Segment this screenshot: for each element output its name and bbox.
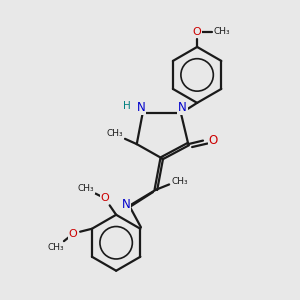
Text: N: N bbox=[122, 198, 130, 211]
Text: N: N bbox=[137, 101, 146, 114]
Text: O: O bbox=[100, 193, 109, 203]
Text: N: N bbox=[178, 101, 187, 114]
Text: CH₃: CH₃ bbox=[172, 177, 188, 186]
Text: O: O bbox=[193, 27, 202, 37]
Text: O: O bbox=[68, 229, 77, 239]
Text: H: H bbox=[123, 101, 130, 111]
Text: CH₃: CH₃ bbox=[78, 184, 94, 194]
Text: CH₃: CH₃ bbox=[214, 27, 230, 36]
Text: CH₃: CH₃ bbox=[48, 243, 64, 252]
Text: O: O bbox=[209, 134, 218, 147]
Text: CH₃: CH₃ bbox=[106, 129, 123, 138]
